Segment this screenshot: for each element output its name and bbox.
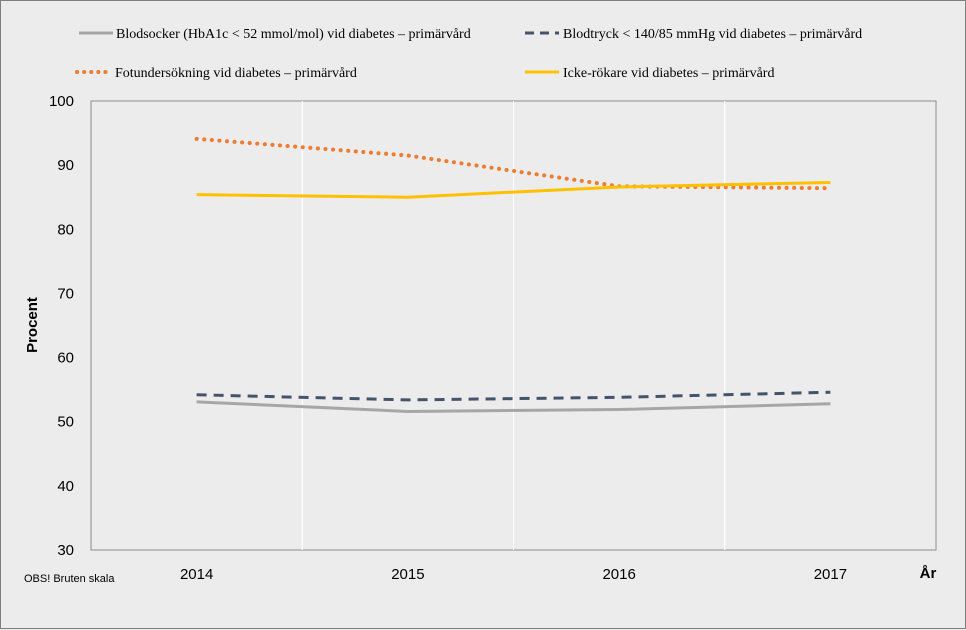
y-tick-label: 30 xyxy=(57,542,74,559)
legend-item-icke-rokare: Icke-rökare vid diabetes – primärvård xyxy=(525,66,774,81)
x-tick-label: 2014 xyxy=(180,566,213,583)
legend-label-icke-rokare: Icke-rökare vid diabetes – primärvård xyxy=(563,66,774,81)
broken-scale-note: OBS! Bruten skala xyxy=(24,573,115,585)
x-tick-label: 2016 xyxy=(602,566,635,583)
legend-label-blodsocker: Blodsocker (HbA1c < 52 mmol/mol) vid dia… xyxy=(116,27,471,42)
legend-item-blodtryck: Blodtryck < 140/85 mmHg vid diabetes – p… xyxy=(525,27,862,42)
legend-label-fotundersokning: Fotundersökning vid diabetes – primärvår… xyxy=(115,66,357,81)
legend-label-blodtryck: Blodtryck < 140/85 mmHg vid diabetes – p… xyxy=(563,27,862,42)
x-tick-labels: 2014 2015 2016 2017 xyxy=(180,566,847,583)
y-tick-labels: 30 40 50 60 70 80 90 100 xyxy=(49,93,74,559)
legend-item-fotundersokning: Fotundersökning vid diabetes – primärvår… xyxy=(77,66,357,81)
y-tick-label: 50 xyxy=(57,414,74,431)
x-tick-label: 2017 xyxy=(814,566,847,583)
y-tick-label: 80 xyxy=(57,221,74,238)
y-tick-label: 90 xyxy=(57,157,74,174)
y-tick-label: 100 xyxy=(49,93,74,110)
y-tick-label: 40 xyxy=(57,478,74,495)
y-axis-title: Procent xyxy=(24,297,41,353)
x-tick-label: 2015 xyxy=(391,566,424,583)
x-axis-title: År xyxy=(920,565,937,582)
y-tick-label: 60 xyxy=(57,350,74,367)
legend-item-blodsocker: Blodsocker (HbA1c < 52 mmol/mol) vid dia… xyxy=(79,27,471,42)
legend: Blodsocker (HbA1c < 52 mmol/mol) vid dia… xyxy=(77,27,862,81)
y-tick-label: 70 xyxy=(57,285,74,302)
